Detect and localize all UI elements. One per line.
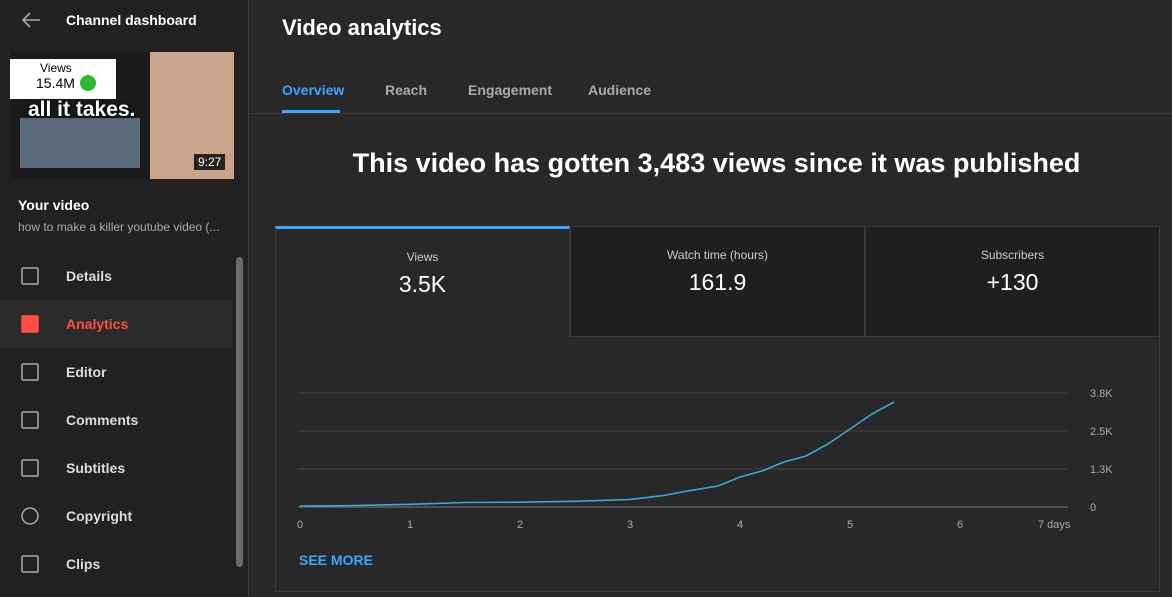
metric-value: +130	[986, 269, 1039, 295]
nav-item[interactable]: Analytics	[0, 300, 232, 348]
nav-icon	[21, 555, 39, 573]
metric-value: 3.5K	[398, 271, 447, 297]
nav-label: Copyright	[66, 508, 133, 524]
y-tick-label: 1.3K	[1090, 464, 1113, 476]
metric-value: 161.9	[688, 269, 747, 295]
metric-card[interactable]: Subscribers +130	[865, 226, 1160, 337]
line-series	[299, 401, 895, 507]
thumbnail[interactable]: Views 15.4M all it takes. 9:27	[10, 52, 234, 179]
tab[interactable]: Overview	[282, 82, 345, 98]
metric-label: Subscribers	[980, 248, 1045, 262]
y-tick-label: 2.5K	[1090, 426, 1113, 438]
x-tick-label: 2	[517, 519, 523, 531]
page-title: Video analytics	[282, 15, 442, 40]
nav-label: Editor	[66, 364, 107, 380]
nav-item[interactable]: Copyright	[0, 492, 232, 540]
nav-icon	[21, 507, 39, 525]
x-tick-label: 3	[627, 519, 633, 531]
y-tick-label: 0	[1090, 502, 1096, 514]
nav-item[interactable]: Comments	[0, 396, 232, 444]
x-tick-label: 1	[407, 519, 413, 531]
nav-item[interactable]: Subtitles	[0, 444, 232, 492]
back-button[interactable]	[20, 10, 42, 30]
nav-icon	[21, 411, 39, 429]
thumb-views-value: 15.4M	[36, 75, 75, 91]
x-tick-label: 7 days	[1038, 519, 1071, 531]
nav-label: Details	[66, 268, 112, 284]
thumb-caption: all it takes.	[28, 98, 136, 121]
nav-label: Analytics	[66, 316, 129, 332]
x-tick-label: 4	[737, 519, 743, 531]
nav-icon	[21, 459, 39, 477]
divider	[249, 113, 1172, 114]
nav-icon	[21, 315, 39, 333]
x-tick-label: 0	[297, 519, 303, 531]
scrollbar[interactable]	[236, 257, 243, 567]
thumb-views-label: Views	[40, 61, 72, 75]
nav-item[interactable]: Details	[0, 252, 232, 300]
nav-icon	[21, 267, 39, 285]
see-more-link[interactable]: SEE MORE	[299, 552, 373, 568]
sidebar: Channel dashboard Views 15.4M all it tak…	[0, 0, 249, 597]
your-video-label: Your video	[18, 197, 90, 213]
metric-card[interactable]: Watch time (hours) 161.9	[570, 226, 865, 337]
nav-item[interactable]: Editor	[0, 348, 232, 396]
x-tick-label: 6	[957, 519, 963, 531]
headline: This video has gotten 3,483 views since …	[352, 148, 1081, 178]
y-tick-label: 3.8K	[1090, 388, 1113, 400]
thumb-duration: 9:27	[194, 154, 226, 170]
x-tick-label: 5	[847, 519, 853, 531]
tab[interactable]: Reach	[385, 82, 428, 98]
video-title: how to make a killer youtube video (...	[18, 220, 220, 234]
nav-item[interactable]: Clips	[0, 540, 232, 588]
nav-label: Subtitles	[66, 460, 126, 476]
sidebar-title: Channel dashboard	[66, 12, 197, 28]
nav-label: Clips	[66, 556, 101, 572]
tab[interactable]: Audience	[588, 82, 652, 98]
metric-label: Views	[406, 250, 439, 264]
metric-card[interactable]: Views 3.5K	[275, 226, 570, 337]
nav-label: Comments	[66, 412, 139, 428]
metric-label: Watch time (hours)	[667, 248, 768, 262]
tab-underline	[282, 110, 340, 113]
tab[interactable]: Engagement	[468, 82, 553, 98]
nav-icon	[21, 363, 39, 381]
